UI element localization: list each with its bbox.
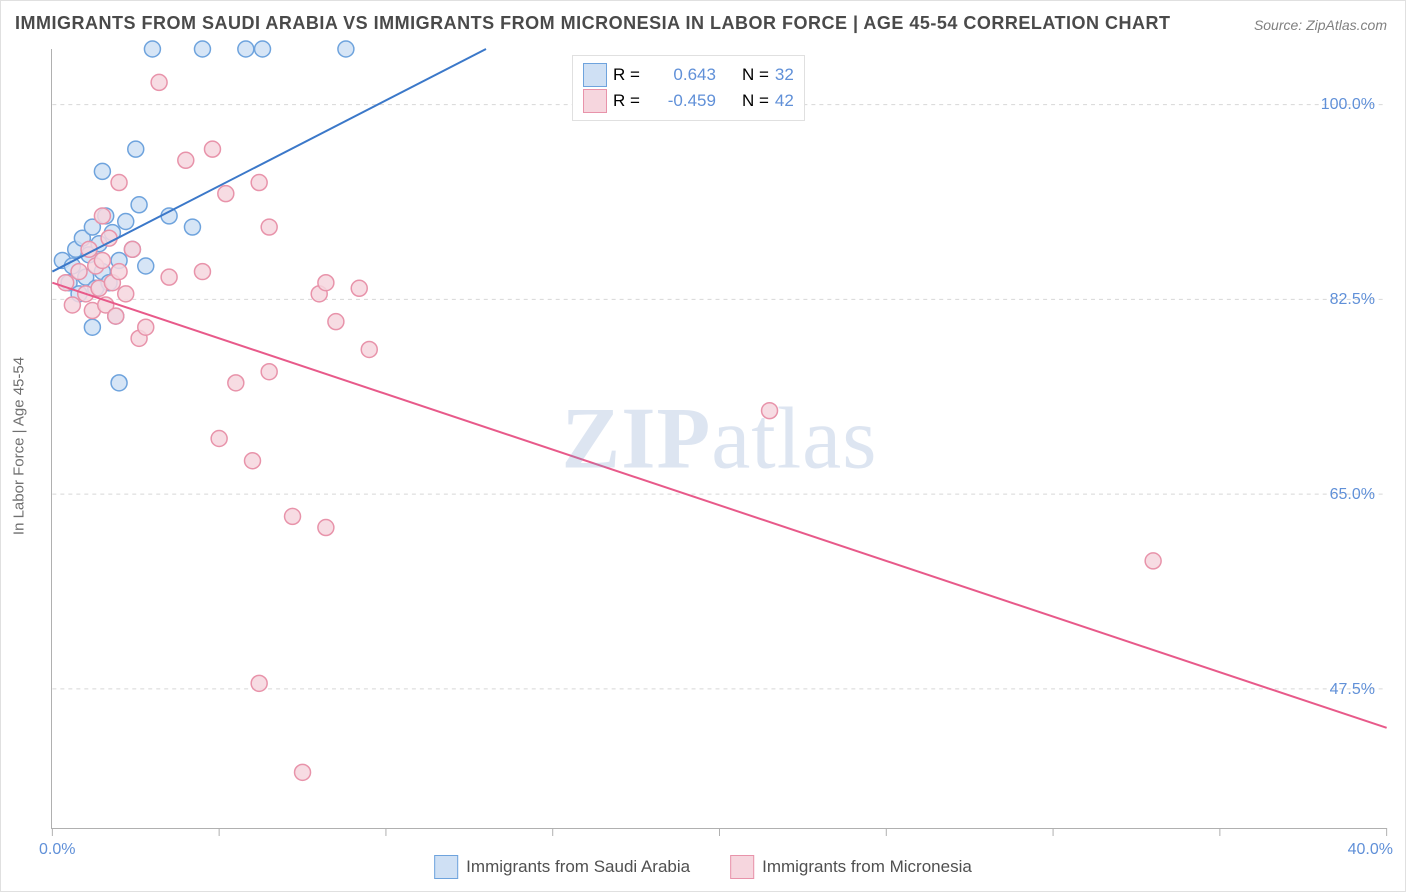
source-attribution: Source: ZipAtlas.com (1254, 17, 1387, 33)
x-axis-min-label: 0.0% (39, 841, 75, 859)
plot-area: ZIPatlas R = 0.643 N = 32 R = -0.459 N =… (51, 49, 1387, 829)
r-label-2: R = (613, 91, 640, 111)
legend-item-1: Immigrants from Saudi Arabia (434, 855, 690, 879)
legend-item-2: Immigrants from Micronesia (730, 855, 972, 879)
y-tick-label: 100.0% (1321, 96, 1375, 114)
n-label-2: N = (742, 91, 769, 111)
chart-container: IMMIGRANTS FROM SAUDI ARABIA VS IMMIGRAN… (0, 0, 1406, 892)
legend-label-1: Immigrants from Saudi Arabia (466, 857, 690, 877)
swatch-series-1 (583, 63, 607, 87)
swatch-bottom-2 (730, 855, 754, 879)
y-tick-label: 82.5% (1330, 291, 1375, 309)
swatch-bottom-1 (434, 855, 458, 879)
y-tick-label: 47.5% (1330, 681, 1375, 699)
legend-label-2: Immigrants from Micronesia (762, 857, 972, 877)
n-value-1: 32 (775, 65, 794, 85)
chart-title: IMMIGRANTS FROM SAUDI ARABIA VS IMMIGRAN… (15, 13, 1171, 34)
y-tick-label: 65.0% (1330, 486, 1375, 504)
source-value: ZipAtlas.com (1306, 17, 1387, 33)
r-label-1: R = (613, 65, 640, 85)
y-axis-label: In Labor Force | Age 45-54 (11, 357, 28, 535)
n-label-1: N = (742, 65, 769, 85)
series-legend: Immigrants from Saudi Arabia Immigrants … (434, 855, 972, 879)
correlation-legend: R = 0.643 N = 32 R = -0.459 N = 42 (572, 55, 805, 121)
legend-row-1: R = 0.643 N = 32 (583, 62, 794, 88)
swatch-series-2 (583, 89, 607, 113)
plot-svg (52, 49, 1387, 828)
r-value-2: -0.459 (646, 91, 716, 111)
r-value-1: 0.643 (646, 65, 716, 85)
n-value-2: 42 (775, 91, 794, 111)
x-axis-max-label: 40.0% (1348, 841, 1393, 859)
source-label: Source: (1254, 17, 1306, 33)
legend-row-2: R = -0.459 N = 42 (583, 88, 794, 114)
